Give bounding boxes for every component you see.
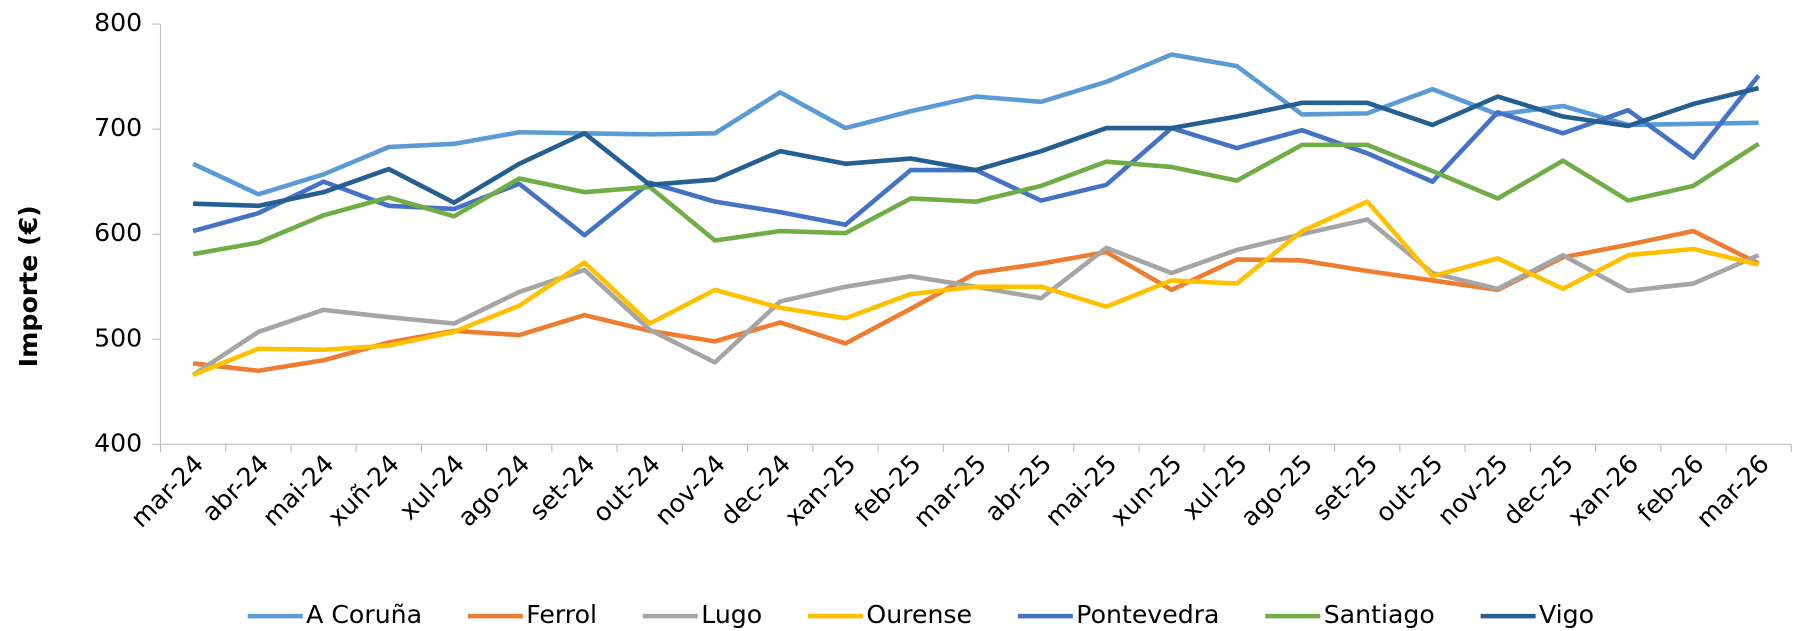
- x-tick-label: set-25: [1306, 449, 1383, 526]
- x-tick-label: nov-24: [649, 449, 731, 531]
- legend-label: Santiago: [1324, 600, 1435, 629]
- legend-label: A Coruña: [306, 600, 422, 629]
- y-tick-label: 500: [94, 323, 142, 352]
- legend: A Coruña Ferrol Lugo Ourense Pontevedra Santi…: [247, 600, 1594, 629]
- x-tick-label: xun-25: [1105, 449, 1188, 532]
- x-tick-label: set-24: [524, 449, 601, 526]
- y-tick-label: 600: [94, 218, 142, 247]
- y-tick-label: 400: [94, 428, 142, 457]
- x-tick-label: mar-26: [1691, 449, 1775, 533]
- series-line: [191, 217, 1760, 377]
- x-tick-label: mar-24: [125, 449, 209, 533]
- x-tick-label: nov-25: [1432, 449, 1514, 531]
- x-tick-label: xan-25: [779, 449, 861, 531]
- legend-label: Pontevedra: [1076, 600, 1219, 629]
- x-tick-label: xan-26: [1562, 449, 1644, 531]
- series-line: [192, 228, 1760, 374]
- x-tick-label: ago-24: [452, 449, 535, 532]
- series-line: [192, 141, 1760, 257]
- x-tick-label: dec-24: [715, 449, 797, 531]
- legend-label: Lugo: [701, 600, 762, 629]
- x-tick-label: mai-25: [1040, 449, 1123, 532]
- y-tick-label: 800: [94, 8, 142, 37]
- y-axis-label: Importe (€): [14, 205, 43, 367]
- x-tick-label: mar-25: [908, 449, 992, 533]
- legend-label: Ferrol: [526, 600, 597, 629]
- x-tick-label: dec-25: [1497, 449, 1579, 531]
- legend-label: Ourense: [866, 600, 972, 629]
- x-tick-label: ago-25: [1235, 449, 1318, 532]
- y-tick-label: 700: [94, 113, 142, 142]
- x-tick-label: mai-24: [257, 449, 340, 532]
- series-line: [192, 52, 1759, 197]
- x-tick-label: xuñ-24: [322, 449, 405, 532]
- series-line: [193, 85, 1760, 209]
- series-line: [192, 74, 1761, 238]
- series-line: [192, 199, 1760, 378]
- legend-label: Vigo: [1539, 600, 1594, 629]
